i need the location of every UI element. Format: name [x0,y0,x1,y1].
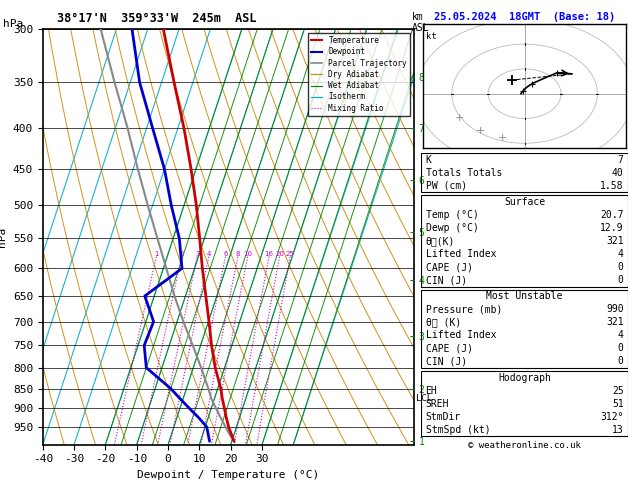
Text: hPa: hPa [3,19,23,30]
Text: © weatheronline.co.uk: © weatheronline.co.uk [468,441,581,450]
Text: kt: kt [426,32,437,41]
Legend: Temperature, Dewpoint, Parcel Trajectory, Dry Adiabat, Wet Adiabat, Isotherm, Mi: Temperature, Dewpoint, Parcel Trajectory… [308,33,410,116]
Text: CAPE (J): CAPE (J) [426,344,472,353]
Text: 0: 0 [618,357,623,366]
Text: 0: 0 [618,262,623,272]
Text: Temp (°C): Temp (°C) [426,210,479,220]
Text: 1.58: 1.58 [600,181,623,191]
Text: +: + [498,133,508,143]
Text: Pressure (mb): Pressure (mb) [426,304,502,314]
Text: CIN (J): CIN (J) [426,357,467,366]
Text: +: + [454,114,464,123]
Text: StmSpd (kt): StmSpd (kt) [426,425,490,435]
Text: Dewp (°C): Dewp (°C) [426,223,479,233]
Text: 20: 20 [275,251,284,257]
Text: 8: 8 [236,251,240,257]
Text: 312°: 312° [600,412,623,422]
Text: 3: 3 [195,251,199,257]
Text: PW (cm): PW (cm) [426,181,467,191]
Bar [421,290,628,368]
Text: +: + [476,126,486,136]
Text: ASL: ASL [412,23,430,34]
Y-axis label: hPa: hPa [0,227,8,247]
Text: 0: 0 [618,344,623,353]
Bar [421,371,628,436]
Text: 1: 1 [154,251,159,257]
Text: Hodograph: Hodograph [498,373,551,383]
Text: EH: EH [426,386,437,396]
Text: StmDir: StmDir [426,412,461,422]
Text: K: K [426,155,431,165]
Text: 321: 321 [606,236,623,246]
Text: 4: 4 [618,249,623,259]
Text: Surface: Surface [504,197,545,207]
Text: CAPE (J): CAPE (J) [426,262,472,272]
Text: 51: 51 [612,399,623,409]
Text: θᴇ (K): θᴇ (K) [426,317,461,328]
Text: LCL: LCL [416,394,432,403]
Text: 40: 40 [612,168,623,177]
Text: 6: 6 [223,251,228,257]
Bar [421,195,628,287]
X-axis label: Dewpoint / Temperature (°C): Dewpoint / Temperature (°C) [137,470,320,480]
Text: 38°17'N  359°33'W  245m  ASL: 38°17'N 359°33'W 245m ASL [57,12,256,25]
Text: 4: 4 [618,330,623,340]
Text: km: km [412,12,424,22]
Text: 7: 7 [618,155,623,165]
Text: 16: 16 [265,251,274,257]
Text: 2: 2 [179,251,184,257]
Text: CIN (J): CIN (J) [426,275,467,285]
Text: Most Unstable: Most Unstable [486,292,563,301]
Bar [421,153,628,192]
Text: 25.05.2024  18GMT  (Base: 18): 25.05.2024 18GMT (Base: 18) [434,12,615,22]
Text: 0: 0 [618,275,623,285]
Text: 990: 990 [606,304,623,314]
Text: 4: 4 [206,251,211,257]
Text: 13: 13 [612,425,623,435]
Text: SREH: SREH [426,399,449,409]
Text: 10: 10 [243,251,252,257]
Text: 12.9: 12.9 [600,223,623,233]
Text: Lifted Index: Lifted Index [426,249,496,259]
Text: θᴇ(K): θᴇ(K) [426,236,455,246]
Text: 20.7: 20.7 [600,210,623,220]
Text: Totals Totals: Totals Totals [426,168,502,177]
Text: 25: 25 [286,251,294,257]
Text: Lifted Index: Lifted Index [426,330,496,340]
Text: 25: 25 [612,386,623,396]
Text: 321: 321 [606,317,623,328]
